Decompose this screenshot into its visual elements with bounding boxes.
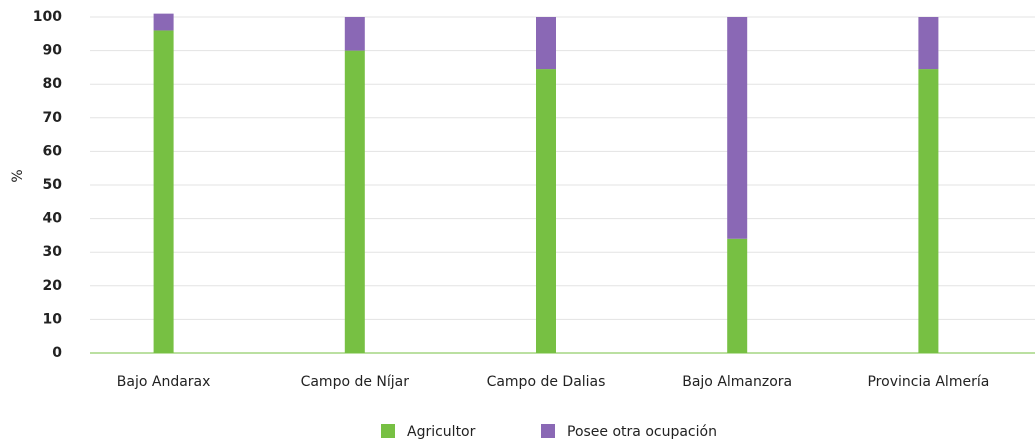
x-tick-label: Provincia Almería: [867, 374, 989, 390]
y-tick-label: 20: [43, 278, 63, 294]
legend-swatch: [381, 424, 395, 438]
legend-label: Agricultor: [407, 424, 476, 440]
y-tick-label: 10: [43, 311, 63, 327]
bar-segment: [727, 238, 748, 353]
bar-segment: [153, 30, 174, 353]
y-tick-label: 90: [43, 43, 63, 59]
bar-segment: [918, 69, 939, 353]
x-tick-label: Bajo Almanzora: [682, 374, 792, 390]
x-tick-label: Campo de Níjar: [301, 374, 410, 390]
bar-segment: [918, 17, 939, 70]
y-tick-label: 70: [43, 110, 63, 126]
bar-segment: [344, 50, 365, 353]
bar-segment: [344, 17, 365, 51]
x-tick-label: Bajo Andarax: [117, 374, 211, 390]
y-tick-label: 40: [43, 211, 63, 227]
legend-label: Posee otra ocupación: [567, 424, 717, 440]
y-tick-label: 100: [33, 9, 62, 25]
bar-segment: [536, 69, 556, 353]
bar-segment: [536, 17, 556, 70]
y-tick-label: 0: [52, 345, 62, 361]
y-tick-label: 60: [43, 143, 63, 159]
x-tick-label: Campo de Dalias: [487, 374, 606, 390]
y-tick-label: 80: [43, 76, 63, 92]
bar-segment: [727, 17, 748, 239]
y-axis-label: %: [10, 169, 26, 182]
y-tick-label: 50: [43, 177, 63, 193]
legend-swatch: [541, 424, 555, 438]
bar-segment: [153, 13, 174, 31]
y-tick-label: 30: [43, 244, 63, 260]
